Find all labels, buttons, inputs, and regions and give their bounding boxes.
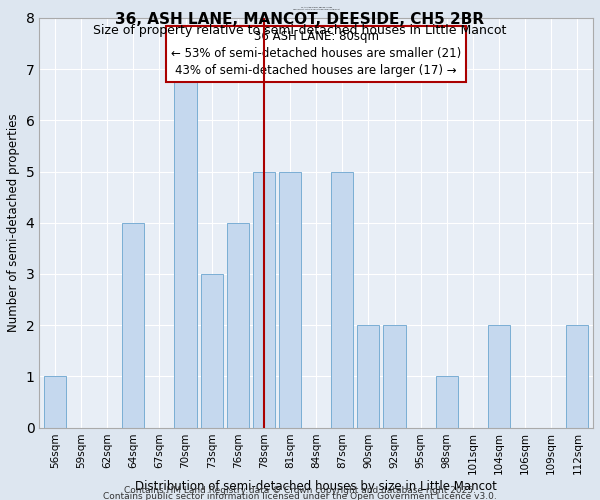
Bar	[566, 325, 589, 428]
Y-axis label: Number of semi-detached properties: Number of semi-detached properties	[7, 114, 20, 332]
Text: Size of property relative to semi-detached houses in Little Mancot: Size of property relative to semi-detach…	[94, 24, 506, 37]
X-axis label: Distribution of semi-detached houses by size in Little Mancot: Distribution of semi-detached houses by …	[135, 480, 497, 493]
Text: 36 ASH LANE: 80sqm
← 53% of semi-detached houses are smaller (21)
43% of semi-de: 36 ASH LANE: 80sqm ← 53% of semi-detache…	[171, 30, 461, 78]
Bar	[200, 274, 223, 428]
Bar	[279, 172, 301, 428]
Bar	[436, 376, 458, 428]
Bar	[227, 223, 249, 428]
Bar	[175, 69, 197, 428]
Text: Contains HM Land Registry data © Crown copyright and database right 2025.: Contains HM Land Registry data © Crown c…	[124, 486, 476, 495]
Text: 36, ASH LANE, MANCOT, DEESIDE, CH5 2BR: 36, ASH LANE, MANCOT, DEESIDE, CH5 2BR	[115, 12, 485, 28]
Bar	[488, 325, 510, 428]
Bar	[253, 172, 275, 428]
Bar	[357, 325, 379, 428]
Title: 36, ASH LANE, MANCOT, DEESIDE, CH5 2BR
Size of property relative to semi-detache: 36, ASH LANE, MANCOT, DEESIDE, CH5 2BR S…	[293, 7, 340, 10]
Bar	[44, 376, 66, 428]
Text: Contains public sector information licensed under the Open Government Licence v3: Contains public sector information licen…	[103, 492, 497, 500]
Bar	[122, 223, 145, 428]
Bar	[383, 325, 406, 428]
Bar	[331, 172, 353, 428]
